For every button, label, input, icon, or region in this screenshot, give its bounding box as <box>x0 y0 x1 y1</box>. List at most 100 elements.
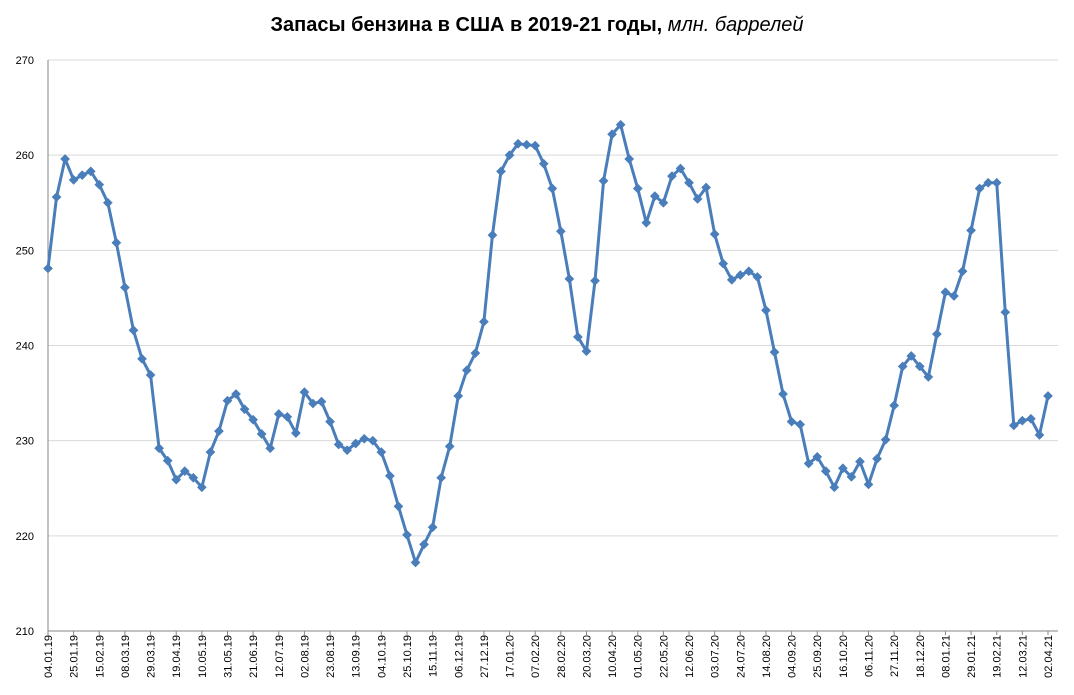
data-point-marker <box>521 139 532 150</box>
data-point-marker <box>402 529 412 540</box>
data-point-marker <box>393 501 404 512</box>
x-tick-label: 25.09.20 <box>812 635 824 678</box>
x-tick-label: 01.05.20 <box>633 635 645 678</box>
data-point-marker <box>299 387 310 398</box>
data-point-marker <box>778 389 788 399</box>
data-point-marker <box>624 154 635 164</box>
chart-title-main: Запасы бензина в США в 2019-21 годы, <box>270 14 663 36</box>
data-point-marker <box>983 177 994 188</box>
data-point-marker <box>837 463 848 474</box>
grid-lines <box>48 59 1058 537</box>
x-tick-label: 22.05.20 <box>658 635 670 678</box>
data-point-marker <box>111 237 122 248</box>
data-point-marker <box>444 441 455 452</box>
data-point-marker <box>1000 307 1011 318</box>
data-point-marker <box>1034 430 1045 440</box>
data-point-marker <box>102 197 113 208</box>
x-tick-label: 29.01.21 <box>966 635 978 678</box>
y-tick-label: 260 <box>16 150 34 162</box>
data-point-marker <box>914 361 925 372</box>
data-point-marker <box>974 183 985 194</box>
data-point-marker <box>248 414 259 425</box>
data-point-marker <box>1017 415 1028 426</box>
data-point-marker <box>384 470 395 481</box>
x-tick-label: 10.05.19 <box>197 635 209 678</box>
x-tick-label: 25.01.19 <box>69 635 81 678</box>
data-point-marker <box>684 177 694 188</box>
series-line <box>46 123 1050 564</box>
data-point-marker <box>743 266 754 277</box>
x-tick-label: 04.10.19 <box>376 635 388 678</box>
data-point-marker <box>906 351 917 361</box>
data-point-marker <box>205 447 216 458</box>
data-point-marker <box>419 539 430 550</box>
x-tick-label: 03.07.20 <box>710 635 722 678</box>
data-point-marker <box>880 434 891 445</box>
data-point-marker <box>273 409 284 419</box>
chart-title: Запасы бензина в США в 2019-21 годы, млн… <box>0 14 1074 37</box>
x-tick-label: 06.11.20 <box>864 635 876 677</box>
data-point-marker <box>897 361 908 372</box>
data-point-marker <box>282 411 293 422</box>
data-point-marker <box>641 217 652 228</box>
data-point-marker <box>615 119 626 130</box>
data-point-marker <box>213 426 224 437</box>
data-point-marker <box>222 395 233 406</box>
data-point-marker <box>51 192 62 202</box>
x-tick-label: 24.07.20 <box>735 635 747 678</box>
data-point-marker <box>350 438 361 449</box>
x-tick-label: 20.03.20 <box>581 635 593 678</box>
data-point-marker <box>367 435 378 446</box>
data-point-marker <box>966 225 977 236</box>
x-tick-label: 07.02.20 <box>530 635 542 678</box>
series-layer <box>46 123 1050 564</box>
data-point-marker <box>43 263 53 274</box>
data-point-marker <box>666 171 677 182</box>
data-point-marker <box>598 175 609 186</box>
x-tick-label: 10.04.20 <box>607 635 619 678</box>
data-point-marker <box>590 275 600 286</box>
data-point-marker <box>188 472 199 483</box>
data-point-marker <box>179 466 190 477</box>
data-point-marker <box>547 183 558 194</box>
data-point-marker <box>68 174 79 185</box>
y-tick-label: 230 <box>16 436 34 448</box>
data-point-marker <box>1008 420 1019 431</box>
data-point-marker <box>726 274 737 285</box>
x-tick-label: 21.06.19 <box>248 635 260 678</box>
data-point-marker <box>196 482 207 493</box>
chart-title-unit: млн. баррелей <box>667 14 804 36</box>
data-point-marker <box>256 429 267 439</box>
data-point-marker <box>530 140 541 151</box>
data-point-marker <box>735 270 746 281</box>
y-tick-label: 240 <box>16 341 34 353</box>
data-point-marker <box>846 471 857 482</box>
data-point-marker <box>786 416 797 427</box>
data-point-marker <box>555 226 566 237</box>
data-point-marker <box>675 163 686 174</box>
x-tick-label: 04.09.20 <box>787 635 799 678</box>
data-point-marker <box>940 287 951 298</box>
data-point-marker <box>504 150 515 161</box>
x-tick-label: 14.08.20 <box>761 635 773 678</box>
x-tick-label: 28.02.20 <box>556 635 568 678</box>
data-point-marker <box>333 439 344 450</box>
x-tick-label: 31.05.19 <box>222 635 234 678</box>
data-point-marker <box>308 398 318 409</box>
data-point-marker <box>1043 390 1053 401</box>
x-tick-label: 27.12.19 <box>479 635 491 678</box>
data-point-marker <box>812 451 823 462</box>
data-point-marker <box>795 419 806 430</box>
x-tick-label: 29.03.19 <box>146 635 158 678</box>
data-point-marker <box>119 282 130 293</box>
data-point-marker <box>128 325 139 336</box>
data-point-marker <box>239 404 250 415</box>
data-point-marker <box>461 365 472 376</box>
data-point-marker <box>829 482 840 493</box>
data-point-marker <box>60 154 71 164</box>
x-tick-label: 15.02.19 <box>94 635 106 678</box>
x-tick-label: 19.04.19 <box>171 635 183 678</box>
data-point-marker <box>427 522 438 533</box>
